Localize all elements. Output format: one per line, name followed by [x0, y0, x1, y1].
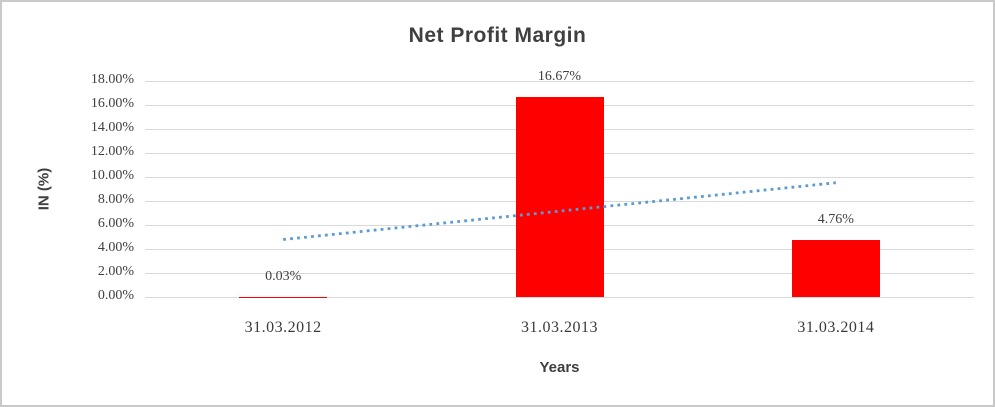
- y-tick-label: 4.00%: [97, 240, 134, 255]
- chart-title: Net Profit Margin: [408, 24, 587, 47]
- gridline: [145, 297, 974, 298]
- bar-data-label: 0.03%: [265, 268, 302, 284]
- x-tick-label: 31.03.2014: [797, 319, 875, 336]
- y-tick-label: 12.00%: [90, 144, 134, 159]
- x-tick-label: 31.03.2012: [244, 319, 322, 336]
- bar-data-label: 16.67%: [537, 68, 582, 84]
- gridline: [145, 81, 974, 82]
- y-tick-label: 18.00%: [90, 72, 134, 87]
- y-tick-label: 6.00%: [97, 216, 134, 231]
- y-tick-label: 8.00%: [97, 192, 134, 207]
- y-tick-label: 2.00%: [97, 264, 134, 279]
- plot-area: 0.03% 16.67% 4.76%: [145, 69, 974, 298]
- bar: [515, 96, 604, 297]
- y-tick-label: 16.00%: [90, 96, 134, 111]
- x-axis-title: Years: [539, 359, 580, 376]
- y-tick-label: 10.00%: [90, 168, 134, 183]
- bar: [791, 239, 880, 297]
- y-tick-label: 0.00%: [97, 288, 134, 303]
- x-tick-label: 31.03.2013: [521, 319, 598, 336]
- bar-data-label: 4.76%: [817, 211, 854, 227]
- y-axis-title: IN (%): [35, 167, 53, 211]
- y-tick-label: 14.00%: [90, 120, 134, 135]
